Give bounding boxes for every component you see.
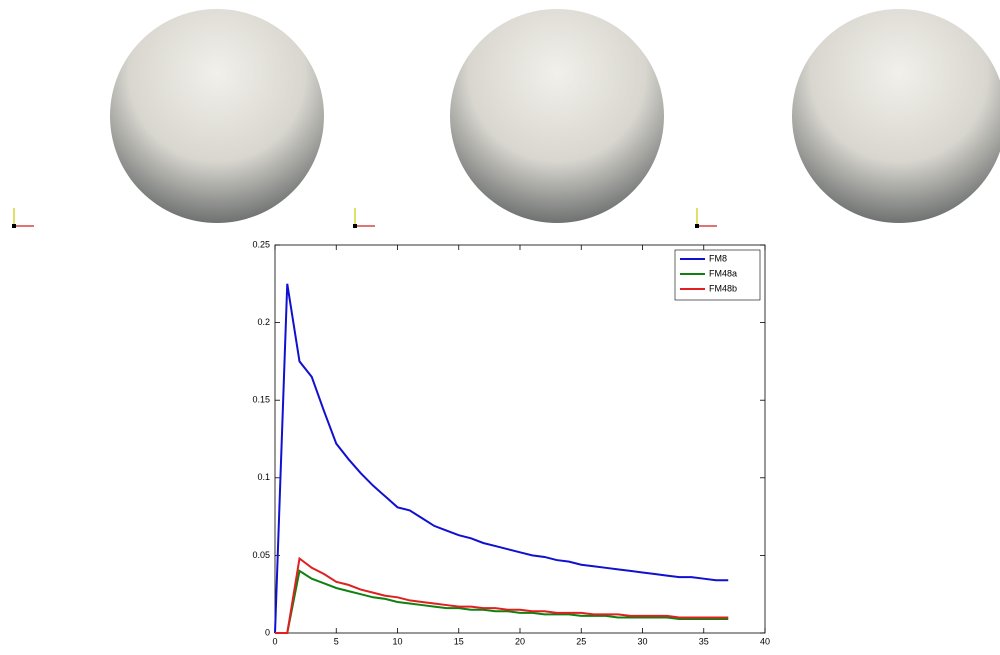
x-tick-label: 25 — [576, 636, 586, 646]
x-tick-label: 10 — [392, 636, 402, 646]
legend-label: FM8 — [709, 253, 727, 263]
y-tick-label: 0.15 — [252, 395, 270, 405]
x-tick-label: 40 — [760, 636, 770, 646]
series-line — [274, 283, 729, 634]
plot: 0 5 10 15 20 25 30 35 40 0 0.05 0.1 0.15 0.2 0.25 FM8 FM… — [252, 239, 770, 646]
y-tick-label: 0.1 — [257, 472, 270, 482]
sphere — [792, 9, 1000, 223]
y-tick-label: 0 — [265, 627, 270, 637]
legend-label: FM48b — [709, 283, 737, 293]
axes-icon — [12, 208, 34, 228]
sphere — [450, 9, 664, 223]
orientation-icons — [12, 208, 717, 228]
sphere — [110, 9, 324, 223]
series-line — [275, 556, 729, 634]
sphere-renders — [110, 9, 1000, 223]
y-tick-label: 0.25 — [252, 239, 270, 249]
x-tick-label: 35 — [699, 636, 709, 646]
y-tick-label: 0.2 — [257, 317, 270, 327]
axes-icon — [695, 208, 717, 228]
y-tick-label: 0.05 — [252, 550, 270, 560]
legend-label: FM48a — [709, 268, 737, 278]
series-line — [275, 569, 729, 634]
axes-icon — [353, 208, 375, 228]
x-tick-label: 20 — [515, 636, 525, 646]
x-tick-label: 5 — [334, 636, 339, 646]
x-tick-label: 0 — [272, 636, 277, 646]
plot-frame — [274, 244, 766, 634]
x-tick-label: 30 — [637, 636, 647, 646]
x-tick-label: 15 — [454, 636, 464, 646]
